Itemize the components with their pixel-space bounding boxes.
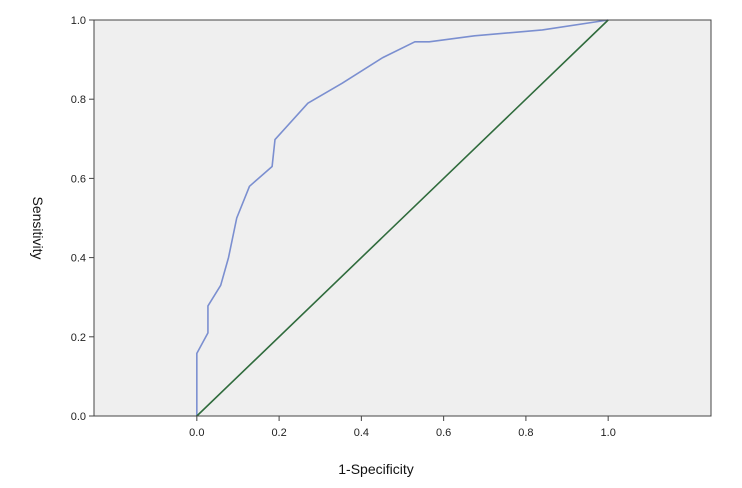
- x-tick-label: 1.0: [601, 427, 616, 439]
- roc-curve-line: [196, 19, 609, 416]
- y-tick-label: 0.4: [71, 253, 86, 265]
- x-tick-label: 0.4: [354, 427, 369, 439]
- x-tick-label: 0.2: [271, 427, 286, 439]
- x-tick-label: 0.8: [518, 427, 533, 439]
- y-axis-title: Sensitivity: [30, 196, 46, 259]
- ticks-layer: 0.0 0.2 0.4 0.6 0.8 1.0 0.0 0.2 0.4 0.6 0.8 1.0: [71, 15, 616, 439]
- x-axis-title: 1-Specificity: [338, 461, 413, 477]
- y-tick-label: 0.0: [71, 411, 86, 423]
- y-tick-label: 0.2: [71, 332, 86, 344]
- y-tick-label: 1.0: [71, 15, 86, 27]
- y-tick-label: 0.8: [71, 94, 86, 106]
- series-layer: [196, 19, 609, 417]
- x-tick-label: 0.6: [436, 427, 451, 439]
- y-tick-label: 0.6: [71, 173, 86, 185]
- reference-diagonal-line: [196, 19, 609, 417]
- plot-frame: [93, 19, 712, 417]
- x-tick-label: 0.0: [189, 427, 204, 439]
